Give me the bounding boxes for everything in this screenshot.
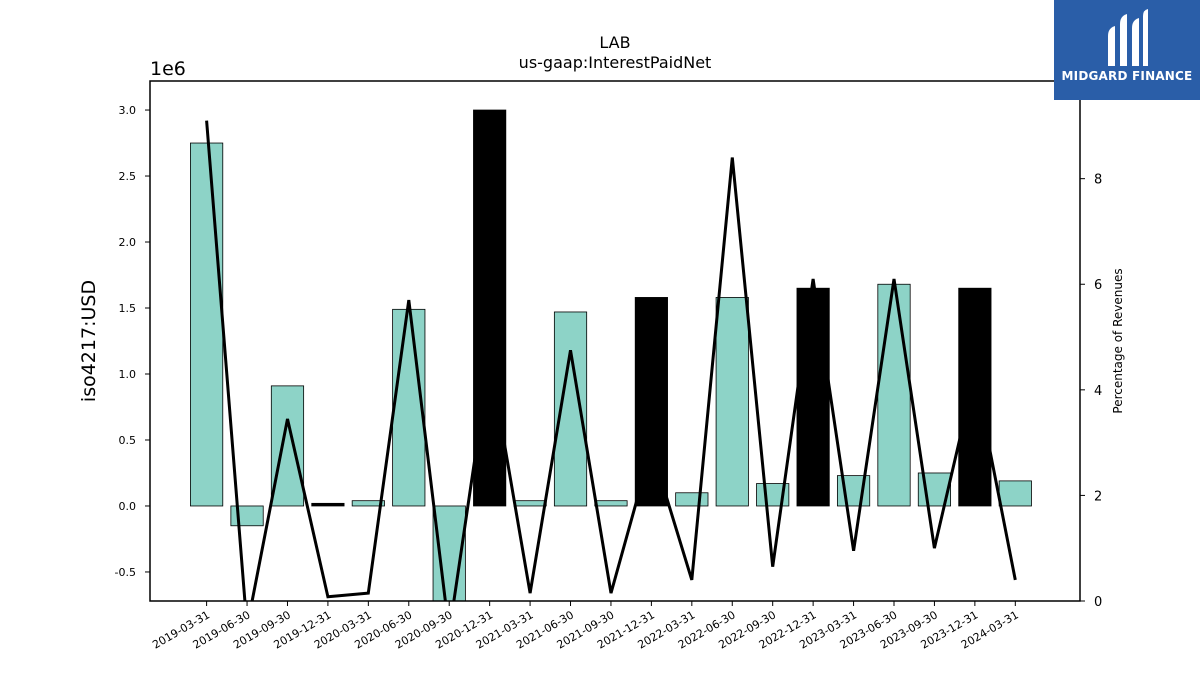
y-tick-label: 0.5 [119, 434, 137, 447]
y2-tick-label: 0 [1094, 595, 1102, 610]
midgard-logo-icon [1108, 9, 1148, 66]
y-tick-label: 1.0 [119, 368, 137, 381]
y-tick-label: 1.5 [119, 302, 137, 315]
bar-2023-12-31 [958, 287, 992, 507]
bar-2021-03-31 [513, 500, 547, 507]
bar-2024-03-31 [998, 480, 1032, 507]
y-tick-label: 2.0 [119, 236, 137, 249]
brand-logo: MIDGARD FINANCE [1054, 0, 1200, 100]
bar-2019-09-30 [270, 385, 305, 507]
bar-2021-06-30 [553, 311, 588, 507]
y2-tick-label: 2 [1094, 489, 1102, 504]
bar-2020-12-31 [473, 109, 507, 507]
bar-2020-06-30 [392, 308, 426, 507]
y2-tick-label: 6 [1094, 278, 1102, 293]
y-tick-label: 0.0 [119, 500, 137, 513]
chart-subtitle: us-gaap:InterestPaidNet [519, 53, 712, 72]
bar-2021-09-30 [594, 500, 628, 507]
y-tick-label: -0.5 [115, 566, 136, 579]
bar-2020-03-31 [351, 500, 385, 507]
chart-title: LAB [599, 33, 630, 52]
plot-layer: -0.50.00.51.01.52.02.53.0024682019-03-31… [115, 80, 1102, 652]
bar-2023-06-30 [877, 283, 911, 507]
bar-series [190, 109, 1032, 601]
bar-2019-12-31 [311, 502, 345, 507]
line-series-percentage-of-revenues [205, 120, 1017, 601]
y2-tick-label: 8 [1094, 173, 1102, 188]
y2-axis-label: Percentage of Revenues [1111, 268, 1125, 413]
brand-logo-text: MIDGARD FINANCE [1061, 69, 1193, 83]
bar-2019-03-31 [190, 142, 224, 507]
y-tick-label: 3.0 [119, 104, 137, 117]
y-axis-label: iso4217:USD [78, 280, 100, 402]
bar-2021-12-31 [634, 297, 668, 507]
plot-frame [149, 80, 1081, 602]
y-axis-offset-label: 1e6 [150, 58, 186, 80]
bar-2022-03-31 [675, 492, 709, 507]
y2-tick-label: 4 [1094, 384, 1102, 399]
bar-2022-12-31 [796, 287, 830, 507]
bar-2022-06-30 [715, 297, 749, 507]
y-tick-label: 2.5 [119, 170, 137, 183]
bar-2019-06-30 [230, 505, 264, 527]
